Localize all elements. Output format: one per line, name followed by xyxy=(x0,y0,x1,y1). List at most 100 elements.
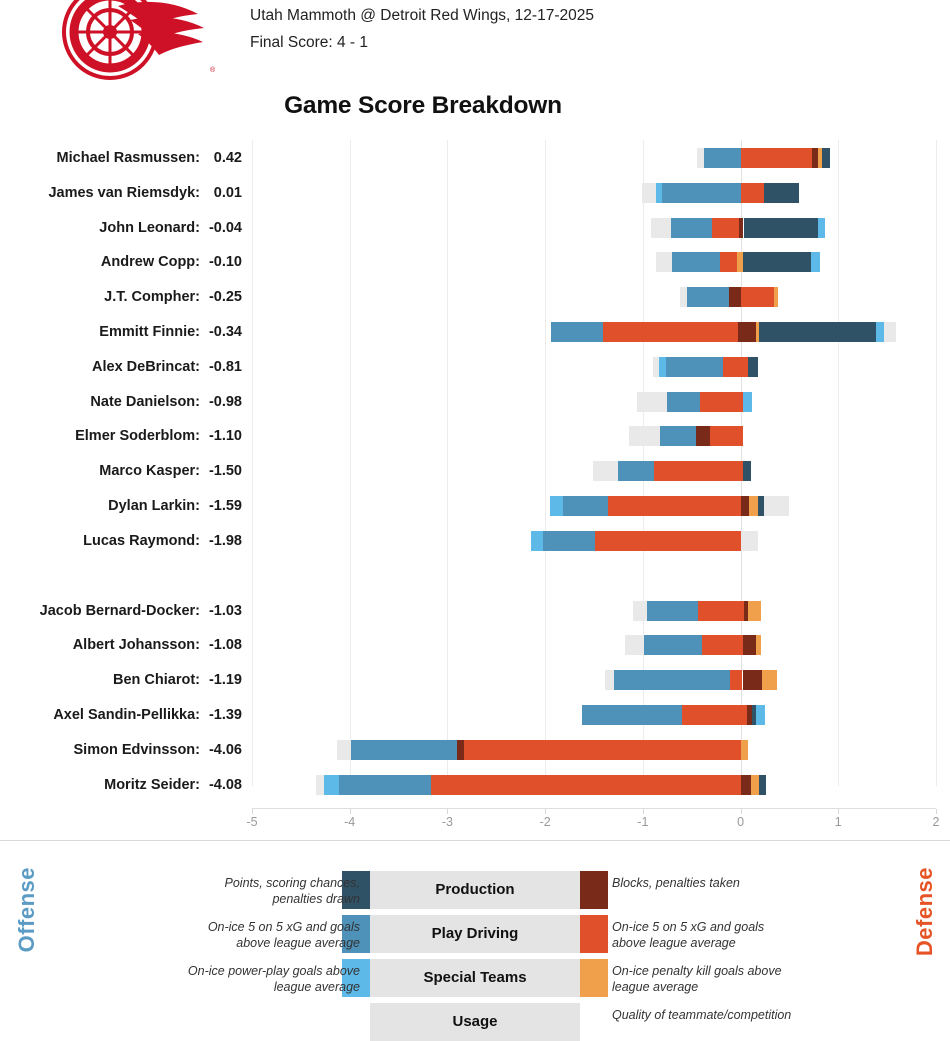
bar-segment-usage xyxy=(593,461,619,482)
chart-row: Dylan Larkin: -1.59 xyxy=(0,493,950,519)
bar-segment-play_driving_defense xyxy=(740,148,812,168)
bar-segment-production_offense xyxy=(764,182,800,203)
bar-segment-usage xyxy=(636,391,668,412)
chart-row: Nate Danielson: -0.98 xyxy=(0,389,950,415)
stacked-bar xyxy=(655,252,820,273)
player-score-value: -0.25 xyxy=(208,289,242,306)
bar-segment-usage xyxy=(337,739,351,760)
player-score-value: -0.34 xyxy=(208,324,242,340)
bar-segment-play_driving_offense xyxy=(672,252,721,273)
legend-swatch-defense xyxy=(580,871,608,909)
player-score-value: -0.04 xyxy=(208,219,242,236)
stacked-bar xyxy=(551,322,896,342)
bar-segment-special_teams_defense xyxy=(762,670,777,691)
legend-category-label: Play Driving xyxy=(431,925,519,942)
bar-segment-special_teams_offense xyxy=(756,705,765,725)
chart-plot: -5 -4 -3 -2 -1 0 1 2 Michael Rasmussen: 0.42 Jame… xyxy=(0,140,950,830)
bar-segment-special_teams_offense xyxy=(817,217,825,238)
bar-segment-production_defense xyxy=(747,705,753,725)
player-name-label: Lucas Raymond: xyxy=(83,532,200,549)
bar-segment-usage xyxy=(315,774,325,795)
legend-swatch-defense xyxy=(580,915,608,953)
legend-swatch-offense xyxy=(342,915,370,953)
bar-segment-usage xyxy=(650,217,672,238)
bar-segment-production_defense xyxy=(457,739,465,760)
bar-segment-usage xyxy=(604,670,614,691)
stacked-bar xyxy=(696,148,831,168)
axis-tick-label: 2 xyxy=(932,815,940,829)
legend-description-offense: On-ice power-play goals above league ave… xyxy=(187,964,360,994)
player-score-value: -0.10 xyxy=(208,254,242,271)
player-name-label: Ben Chiarot: xyxy=(113,672,200,689)
gridline-2 xyxy=(936,140,937,786)
bar-segment-play_driving_defense xyxy=(697,600,745,621)
chart-row: Andrew Copp: -0.10 xyxy=(0,249,950,275)
legend-description-defense: Quality of teammate/competition xyxy=(612,1008,792,1022)
stacked-bar xyxy=(650,217,825,238)
chart-row: J.T. Compher: -0.25 xyxy=(0,284,950,310)
axis-tick xyxy=(252,809,253,814)
bar-segment-play_driving_defense xyxy=(710,426,744,447)
chart-row: Elmer Soderblom: -1.10 xyxy=(0,423,950,449)
axis-tick xyxy=(740,809,742,814)
bar-segment-play_driving_offense xyxy=(338,774,431,795)
bar-segment-production_defense xyxy=(740,496,750,516)
bar-segment-play_driving_defense xyxy=(740,182,764,203)
stacked-bar xyxy=(636,391,753,412)
axis-tick-label: -3 xyxy=(441,815,453,829)
player-score-value: -0.81 xyxy=(208,358,242,375)
bar-segment-play_driving_offense xyxy=(667,391,701,412)
bar-segment-play_driving_defense xyxy=(464,739,741,760)
stacked-bar xyxy=(550,496,790,516)
player-name-label: Emmitt Finnie: xyxy=(99,324,200,340)
bar-segment-special_teams_defense xyxy=(740,739,749,760)
stacked-bar xyxy=(593,461,752,482)
chart-row: Michael Rasmussen: 0.42 xyxy=(0,145,950,171)
axis-tick xyxy=(447,809,449,814)
bar-segment-usage xyxy=(625,635,644,656)
axis-tick xyxy=(545,809,547,814)
bar-segment-usage xyxy=(641,182,656,203)
stacked-bar xyxy=(337,739,749,760)
legend-swatch-offense xyxy=(342,871,370,909)
legend-description-defense: On-ice penalty kill goals above league a… xyxy=(612,964,782,994)
player-name-label: Michael Rasmussen: xyxy=(56,150,200,166)
bar-segment-play_driving_offense xyxy=(660,426,696,447)
bar-segment-production_defense xyxy=(742,635,757,656)
bar-segment-production_defense xyxy=(738,217,744,238)
gridline--2 xyxy=(545,140,547,786)
bar-segment-usage xyxy=(884,322,896,342)
bar-segment-production_defense xyxy=(744,600,749,621)
bar-segment-play_driving_defense xyxy=(702,635,743,656)
player-score-value: -0.98 xyxy=(208,393,242,410)
player-name-label: John Leonard: xyxy=(99,219,200,236)
bar-segment-play_driving_defense xyxy=(712,217,739,238)
chart-row: Emmitt Finnie: -0.34 xyxy=(0,319,950,345)
bar-segment-play_driving_offense xyxy=(613,670,730,691)
chart-row: Alex DeBrincat: -0.81 xyxy=(0,354,950,380)
x-axis-line xyxy=(252,808,936,809)
axis-tick xyxy=(936,809,937,814)
legend-row-special-teams: Special Teams xyxy=(342,959,608,997)
bar-segment-play_driving_defense xyxy=(602,322,738,342)
player-name-label: Dylan Larkin: xyxy=(108,498,200,514)
gridline--4 xyxy=(349,140,351,786)
player-score-value: -4.06 xyxy=(208,741,242,758)
chart-row: Jacob Bernard-Docker: -1.03 xyxy=(0,598,950,624)
legend-offense-label: Offense xyxy=(14,867,39,953)
bar-segment-special_teams_offense xyxy=(324,774,339,795)
legend-defense-label: Defense xyxy=(912,867,937,957)
axis-tick-label: 0 xyxy=(737,815,745,829)
player-score-value: -1.50 xyxy=(208,463,242,480)
page-header: ® Utah Mammoth @ Detroit Red Wings, 12-1… xyxy=(0,0,950,92)
axis-tick-label: -5 xyxy=(246,815,258,829)
stacked-bar xyxy=(679,287,778,308)
bar-segment-usage xyxy=(655,252,673,273)
bar-segment-special_teams_offense xyxy=(659,356,667,377)
page-title: Game Score Breakdown xyxy=(284,92,562,119)
bar-segment-play_driving_offense xyxy=(666,356,723,377)
chart-legend: Offense Defense Production Points, scorin… xyxy=(0,841,950,1041)
stacked-bar xyxy=(641,182,800,203)
player-name-label: James van Riemsdyk: xyxy=(48,184,200,201)
